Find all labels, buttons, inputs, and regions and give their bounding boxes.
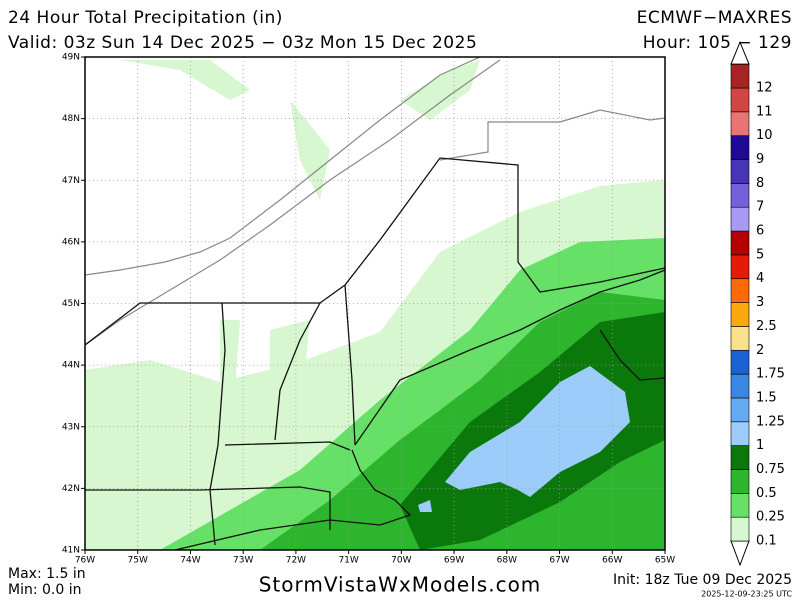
colorbar-swatch: [730, 206, 750, 232]
colorbar-swatch: [730, 254, 750, 280]
colorbar-swatch: [730, 111, 750, 136]
lon-label: 73W: [233, 556, 253, 566]
lon-label: 71W: [338, 556, 358, 566]
colorbar-label: 1.25: [756, 414, 785, 429]
colorbar-swatch: [730, 349, 750, 375]
lat-label: 47N: [62, 176, 80, 186]
lat-label: 44N: [62, 361, 80, 371]
colorbar-label: 2.5: [756, 319, 777, 334]
lon-label: 65W: [655, 556, 675, 566]
timestamp: 2025-12-09-23:25 UTC: [701, 590, 792, 599]
model: ECMWF−MAXRES: [637, 8, 792, 28]
lon-label: 69W: [444, 556, 464, 566]
lat-label: 46N: [62, 237, 80, 247]
colorbar-label: 1.5: [756, 390, 777, 405]
colorbar-label: 4: [756, 271, 764, 286]
colorbar-swatch: [730, 135, 750, 160]
valid-time: Valid: 03z Sun 14 Dec 2025 − 03z Mon 15 …: [8, 33, 477, 53]
colorbar-swatch: [730, 469, 750, 494]
colorbar-label: 2: [756, 343, 764, 358]
colorbar-swatch: [730, 183, 750, 208]
colorbar-label: 6: [756, 224, 764, 239]
init-time: Init: 18z Tue 09 Dec 2025: [613, 572, 792, 588]
colorbar-label: 8: [756, 176, 764, 191]
colorbar-swatch: [730, 63, 750, 89]
colorbar-label: 9: [756, 152, 764, 167]
lat-label: 42N: [62, 484, 80, 494]
colorbar-label: 0.75: [756, 462, 785, 477]
colorbar-label: 3: [756, 295, 764, 310]
colorbar-swatch: [730, 230, 750, 256]
map-frame: [84, 56, 666, 551]
colorbar-top-arrow: [730, 40, 750, 65]
colorbar-label: 11: [756, 104, 773, 119]
lon-label: 70W: [391, 556, 411, 566]
colorbar-swatch: [730, 302, 750, 327]
precip-blue: [418, 366, 630, 512]
colorbar-swatch: [730, 493, 750, 518]
colorbar-swatch: [730, 159, 750, 184]
lat-label: 49N: [62, 53, 80, 63]
lon-label: 75W: [128, 556, 148, 566]
colorbar-label: 10: [756, 128, 773, 143]
forecast-hour: Hour: 105 − 129: [643, 33, 792, 53]
colorbar-label: 12: [756, 81, 773, 96]
colorbar-swatch: [730, 421, 750, 446]
lat-label: 45N: [62, 299, 80, 309]
lat-label: 41N: [62, 546, 80, 556]
precip-light-patches: [120, 60, 480, 420]
max-value: Max: 1.5 in: [8, 566, 86, 582]
colorbar-swatch: [730, 326, 750, 351]
boundaries: [85, 57, 665, 550]
colorbar-label: 1.75: [756, 367, 785, 382]
colorbar-label: 0.5: [756, 486, 777, 501]
colorbar-swatch: [730, 397, 750, 423]
website: StormVistaWxModels.com: [259, 573, 542, 597]
colorbar-swatch: [730, 373, 750, 399]
lon-label: 68W: [497, 556, 517, 566]
lon-label: 67W: [549, 556, 569, 566]
colorbar-label: 0.1: [756, 534, 777, 549]
colorbar-label: 0.25: [756, 510, 785, 525]
title: 24 Hour Total Precipitation (in): [8, 8, 283, 28]
lon-label: 66W: [602, 556, 622, 566]
lon-label: 76W: [75, 556, 95, 566]
lon-label: 72W: [286, 556, 306, 566]
colorbar-swatch: [730, 87, 750, 113]
colorbar-swatch: [730, 516, 750, 542]
colorbar-label: 5: [756, 247, 764, 262]
precip-fields: [85, 60, 665, 550]
lat-label: 43N: [62, 422, 80, 432]
lat-label: 48N: [62, 114, 80, 124]
lon-label: 74W: [180, 556, 200, 566]
colorbar-swatch: [730, 445, 750, 470]
colorbar-label: 7: [756, 200, 764, 215]
colorbar: 0.1 0.25 0.5 0.75 1 1.25 1.5 1.75 2 2.5 3 4 5 6 7 8 9 10 1…: [730, 40, 785, 567]
min-value: Min: 0.0 in: [8, 582, 82, 598]
colorbar-label: 1: [756, 438, 764, 453]
colorbar-swatch: [730, 278, 750, 303]
